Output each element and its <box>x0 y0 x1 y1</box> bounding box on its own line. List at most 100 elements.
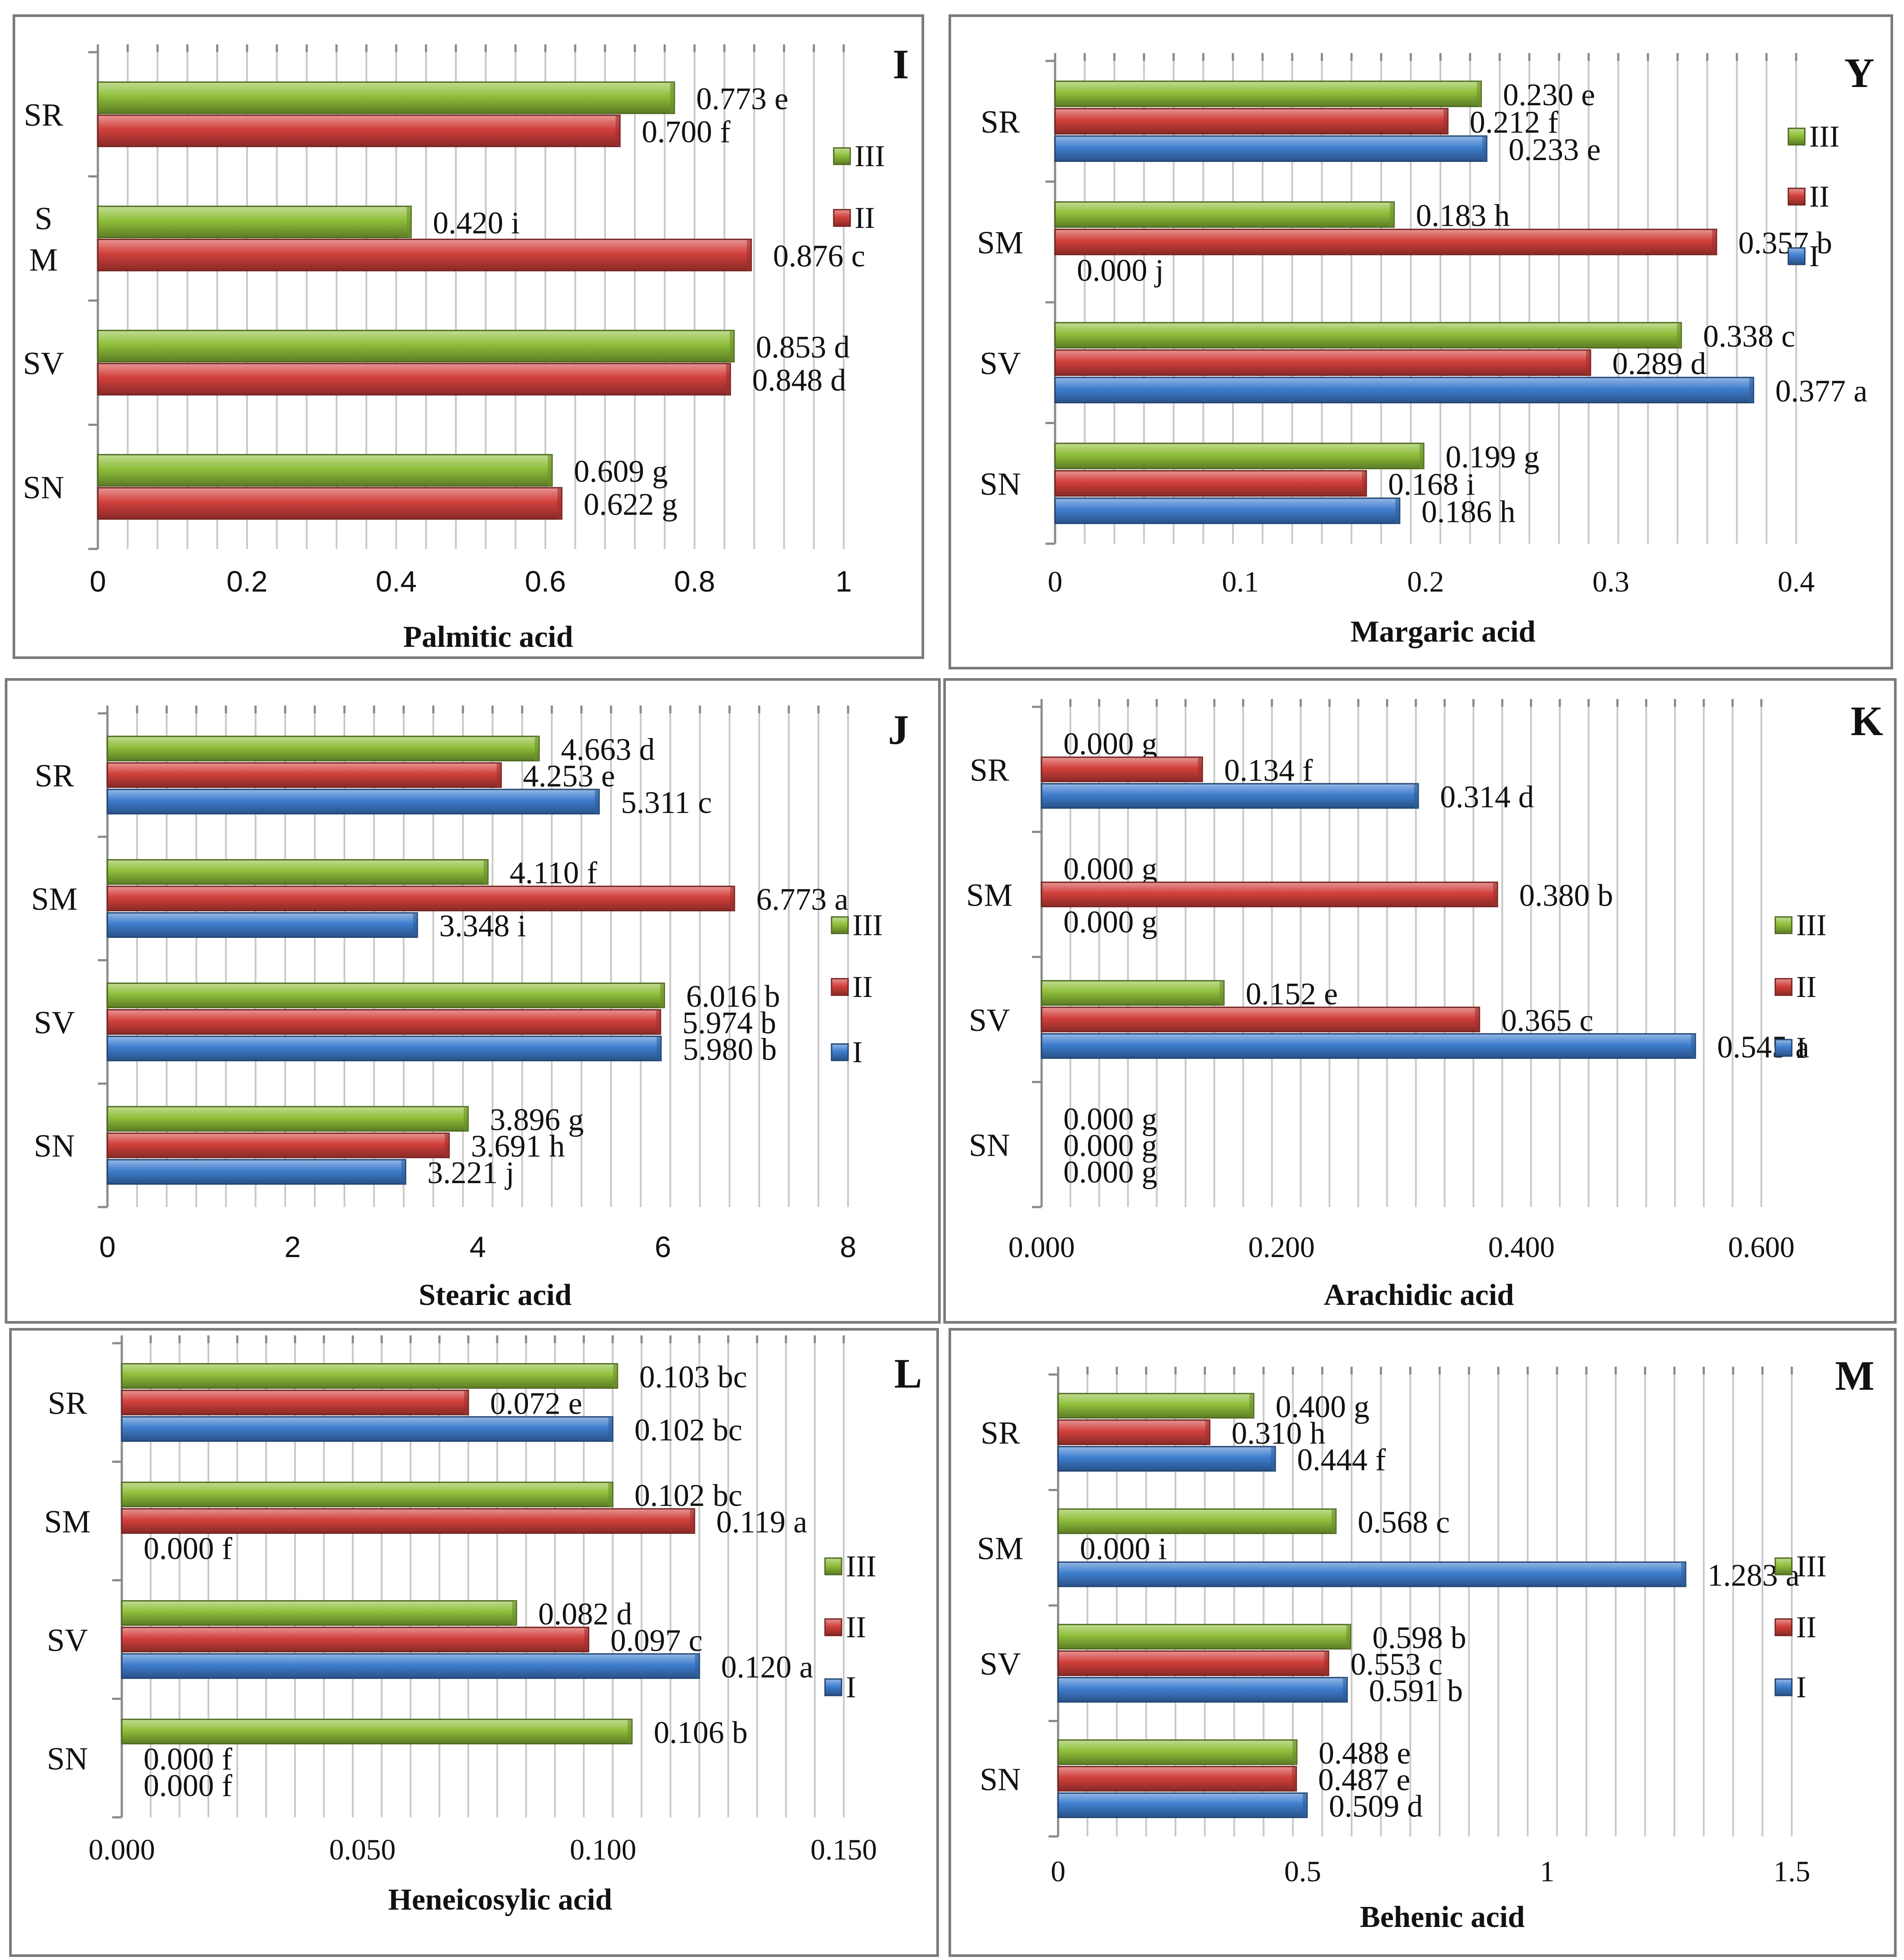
bar-iii-sm <box>1057 1508 1337 1534</box>
data-label: 3.896 g <box>490 1102 584 1137</box>
category-label: SR <box>35 758 74 794</box>
bar-i-sr <box>1041 783 1419 809</box>
bar-iii-sn <box>97 454 553 487</box>
bar-end <box>1395 498 1400 524</box>
bar-end <box>670 82 675 114</box>
data-label: 0.072 e <box>490 1386 582 1421</box>
legend-label: I <box>852 1036 862 1069</box>
x-tick-label: 4 <box>470 1231 486 1264</box>
x-tick-label: 0.400 <box>1488 1231 1555 1264</box>
bar-end <box>497 763 501 787</box>
data-label: 3.691 h <box>471 1129 565 1164</box>
x-tick-label: 1.5 <box>1774 1855 1810 1888</box>
data-label: 0.380 b <box>1519 878 1613 913</box>
data-label: 4.110 f <box>510 856 597 890</box>
bar-end <box>1681 1562 1686 1587</box>
data-label: 0.212 f <box>1470 105 1558 140</box>
bar-i-sv <box>1057 1677 1348 1703</box>
bar-i-sr <box>1054 135 1488 162</box>
bar-i-sv <box>1041 1033 1696 1059</box>
bar-end <box>1249 1393 1254 1418</box>
x-tick-label: 0.8 <box>674 565 715 598</box>
bar-end <box>729 330 734 362</box>
legend-label: III <box>1809 120 1840 154</box>
data-label: 0.000 g <box>1063 1154 1157 1189</box>
bar-end <box>557 488 562 519</box>
data-label: 0.152 e <box>1246 977 1338 1011</box>
bar-iii-sn <box>1054 442 1425 469</box>
bar-end <box>512 1601 517 1626</box>
data-label: 0.230 e <box>1503 77 1595 112</box>
legend-label: II <box>852 970 873 1004</box>
bar-i-sm <box>1057 1561 1687 1587</box>
legend-swatch-i <box>824 1678 842 1696</box>
bar-ii-sv <box>1054 349 1591 376</box>
bar-ii-sn <box>1054 470 1367 497</box>
legend-label: I <box>846 1671 856 1704</box>
legend-label: II <box>855 201 875 235</box>
panel-Y: 0 0.1 0.2 0.3 0.4 Margaric acid Y SN 0.199 g0.16… <box>949 14 1893 669</box>
data-label: 0.553 c <box>1350 1647 1443 1682</box>
bar-i-sv <box>121 1653 700 1679</box>
bar-end <box>1677 322 1681 348</box>
data-label: 5.311 c <box>621 785 712 820</box>
bar-end <box>1712 229 1717 255</box>
category-label: SN <box>980 1762 1021 1797</box>
bar-ii-sr <box>1041 756 1203 783</box>
bar-end <box>660 983 665 1008</box>
category-label: SN <box>980 466 1021 502</box>
data-label: 0.420 i <box>433 205 520 240</box>
bar-iii-sv <box>1057 1624 1352 1650</box>
bar-end <box>1346 1624 1351 1649</box>
bar-iii-sm <box>97 205 412 238</box>
x-tick-label: 0.1 <box>1222 565 1259 598</box>
category-label: SV <box>980 1646 1021 1682</box>
data-label: 0.168 i <box>1388 467 1475 502</box>
data-label: 5.980 b <box>683 1032 777 1067</box>
data-label: 0.000 f <box>144 1531 232 1566</box>
category-label: SR <box>48 1385 87 1421</box>
bar-end <box>608 1482 613 1507</box>
data-label: 0.400 g <box>1276 1389 1370 1424</box>
legend-swatch-iii <box>833 147 851 165</box>
data-label: 0.444 f <box>1297 1442 1386 1477</box>
panel-K: 0.000 0.200 0.400 0.600 Arachidic acid K SN 0.0… <box>943 678 1897 1324</box>
bar-ii-sr <box>121 1389 469 1415</box>
x-tick-label: 2 <box>284 1231 301 1264</box>
x-tick-label: 0.050 <box>329 1833 396 1866</box>
data-label: 0.119 a <box>716 1505 807 1539</box>
bar-iii-sv <box>1054 322 1682 349</box>
x-tick-label: 0.2 <box>1407 565 1444 598</box>
legend-swatch-ii <box>833 209 851 227</box>
data-label: 6.773 a <box>756 882 848 917</box>
data-label: 0.488 e <box>1319 1736 1411 1770</box>
category-label: SM <box>977 1531 1024 1566</box>
data-label: 6.016 b <box>686 979 780 1013</box>
bar-iii-sr <box>1054 80 1482 107</box>
x-tick-label: 0.000 <box>1009 1231 1075 1264</box>
data-label: 0.773 e <box>696 81 788 116</box>
data-label: 0.000 f <box>144 1768 232 1803</box>
data-label: 0.509 d <box>1329 1789 1423 1823</box>
x-tick-label: 8 <box>840 1231 856 1264</box>
bar-end <box>1749 377 1754 403</box>
x-tick-label: 0.100 <box>570 1833 636 1866</box>
bar-end <box>595 789 599 814</box>
bar-iii-sv <box>97 330 735 363</box>
bar-i-sn <box>1057 1792 1308 1818</box>
x-tick-label: 0.600 <box>1728 1231 1795 1264</box>
bar-end <box>407 206 411 238</box>
bar-ii-sr <box>1054 108 1449 135</box>
bar-end <box>1303 1793 1307 1818</box>
bar-end <box>726 363 731 395</box>
legend-swatch-iii <box>824 1557 842 1575</box>
bar-end <box>534 736 539 761</box>
legend-label: I <box>1809 240 1819 273</box>
bar-end <box>1198 757 1203 782</box>
legend-label: I <box>1796 1031 1806 1065</box>
bar-ii-sn <box>97 487 563 520</box>
x-tick-label: 6 <box>655 1231 671 1264</box>
bar-end <box>690 1508 695 1533</box>
